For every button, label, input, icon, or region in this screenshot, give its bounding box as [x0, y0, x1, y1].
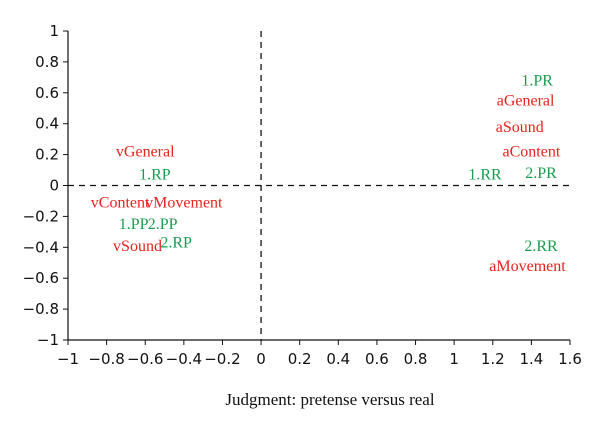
point-label-vsound: vSound — [113, 238, 162, 255]
point-label-2-rp: 2.RP — [160, 235, 192, 252]
point-label-amovement: aMovement — [489, 258, 566, 275]
point-label-2-pr: 2.PR — [525, 165, 557, 182]
x-tick-label: 1.6 — [558, 350, 582, 368]
x-tick-label: −0.6 — [127, 350, 163, 368]
x-tick-label: −0.4 — [166, 350, 202, 368]
y-tick-label: −0.8 — [23, 300, 59, 318]
point-label-ageneral: aGeneral — [497, 93, 555, 110]
point-label-vmovement: vMovement — [145, 194, 223, 211]
x-tick-label: −0.8 — [88, 350, 124, 368]
point-label-vcontent: vContent — [91, 194, 150, 211]
y-tick-label: 0.8 — [35, 53, 59, 71]
point-label-1-rp: 1.RP — [139, 167, 171, 184]
point-label-1-rr: 1.RR — [468, 167, 502, 184]
x-tick-label: 0.4 — [326, 350, 350, 368]
y-tick-label: −0.6 — [23, 269, 59, 287]
ticks: −1 −0.8 −0.6 −0.4 −0.2 0 0.2 0.4 0.6 0.8 1 1.2 1.4 1.… — [23, 22, 582, 368]
x-tick-label: 0.6 — [365, 350, 389, 368]
y-tick-label: 0.6 — [35, 84, 59, 102]
point-label-2-pp: 2.PP — [148, 216, 178, 233]
x-tick-label: −0.2 — [204, 350, 240, 368]
x-tick-label: 1.2 — [481, 350, 505, 368]
point-label-1-pp: 1.PP — [119, 216, 149, 233]
y-tick-label: 0 — [49, 177, 59, 195]
x-tick-label: 0 — [256, 350, 266, 368]
reference-lines — [68, 31, 570, 340]
x-axis-title: Judgment: pretense versus real — [225, 390, 434, 409]
point-label-acontent: aContent — [503, 144, 561, 161]
y-tick-label: 0.4 — [35, 115, 59, 133]
x-tick-label: 0.8 — [404, 350, 428, 368]
x-tick-label: 1 — [449, 350, 459, 368]
point-label-1-pr: 1.PR — [521, 72, 553, 89]
x-tick-label: 0.2 — [288, 350, 312, 368]
y-tick-label: −0.4 — [23, 238, 59, 256]
x-tick-label: 1.4 — [519, 350, 543, 368]
y-tick-label: 0.2 — [35, 146, 59, 164]
y-tick-label: −1 — [37, 331, 59, 349]
point-label-2-rr: 2.RR — [524, 238, 558, 255]
x-tick-label: −1 — [57, 350, 79, 368]
point-label-vgeneral: vGeneral — [116, 144, 175, 161]
y-tick-label: −0.2 — [23, 207, 59, 225]
point-label-asound: aSound — [496, 119, 544, 136]
y-tick-label: 1 — [49, 22, 59, 40]
axes — [67, 31, 570, 341]
